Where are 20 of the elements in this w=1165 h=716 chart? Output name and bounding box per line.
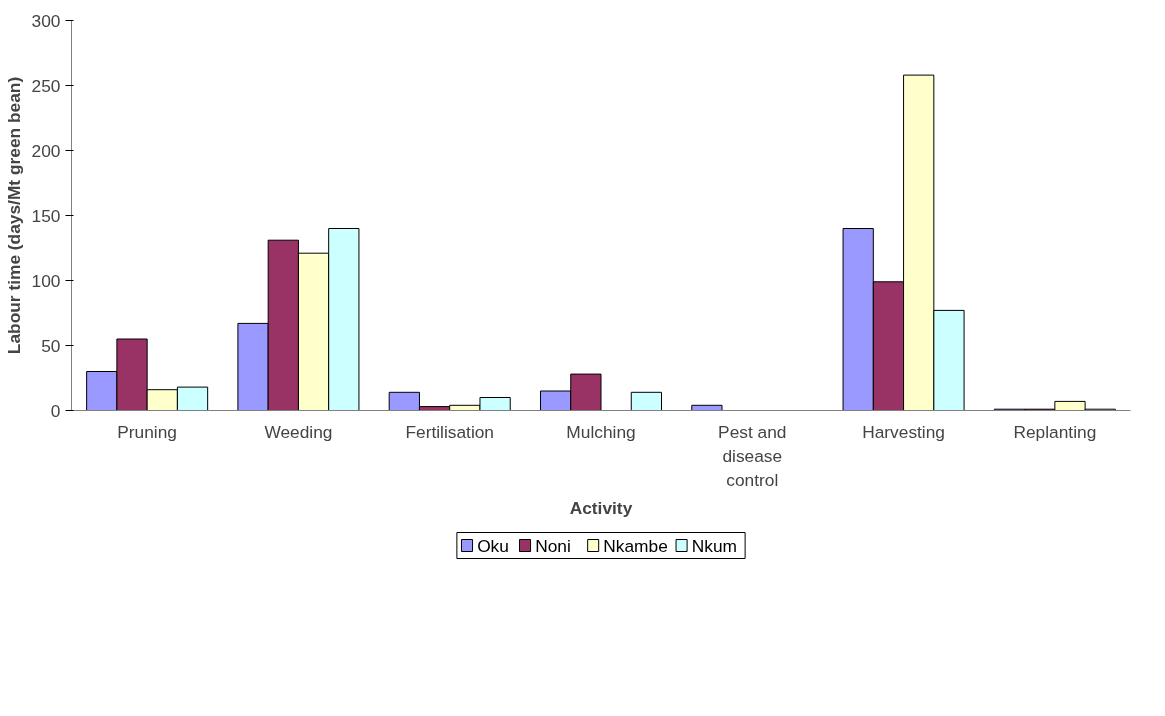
y-tick-label: 100 [31,270,61,291]
x-axis-title: Activity [569,497,633,518]
legend-label: Nkambe [603,535,668,556]
x-tick-label: Replanting [1013,421,1097,442]
x-tick-label: Harvesting [862,421,945,442]
legend-label: Nkum [691,535,737,556]
x-tick-label: Weeding [264,421,333,442]
y-tick-label: 300 [31,10,61,31]
y-tick-label: 150 [31,205,61,226]
x-tick-label: Pest and disease control [718,421,787,490]
y-tick-label: 0 [50,400,61,421]
y-axis-title: Labour time (days/Mt green bean) [3,76,24,355]
x-tick-label: Pruning [117,421,178,442]
y-tick-label: 200 [31,140,61,161]
y-tick-label: 50 [41,335,61,356]
x-tick-label: Mulching [566,421,636,442]
legend-label: Noni [535,535,571,556]
y-tick-label: 250 [31,75,61,96]
x-tick-label: Fertilisation [405,421,495,442]
legend-label: Oku [477,535,509,556]
